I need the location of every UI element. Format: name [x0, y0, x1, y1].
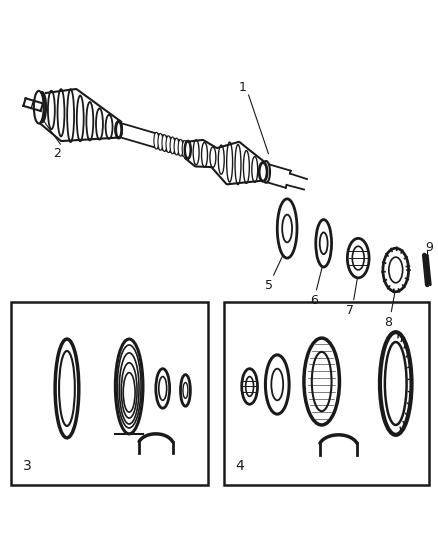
Ellipse shape — [174, 138, 179, 155]
Ellipse shape — [315, 220, 331, 267]
Ellipse shape — [119, 353, 139, 424]
Ellipse shape — [352, 246, 363, 270]
Ellipse shape — [34, 91, 44, 124]
Text: 6: 6 — [309, 294, 317, 307]
Bar — [223, 302, 428, 485]
Ellipse shape — [77, 95, 84, 141]
Ellipse shape — [158, 133, 162, 150]
Ellipse shape — [282, 215, 291, 243]
Ellipse shape — [218, 145, 224, 174]
Ellipse shape — [154, 132, 159, 149]
Ellipse shape — [116, 122, 121, 138]
Ellipse shape — [162, 135, 166, 151]
Ellipse shape — [121, 363, 137, 418]
Ellipse shape — [382, 248, 408, 292]
Ellipse shape — [38, 92, 46, 122]
Ellipse shape — [59, 351, 75, 426]
Text: 7: 7 — [346, 304, 353, 317]
Ellipse shape — [319, 232, 327, 254]
Ellipse shape — [117, 345, 141, 428]
Ellipse shape — [184, 141, 190, 159]
Ellipse shape — [271, 369, 283, 400]
Ellipse shape — [234, 144, 240, 184]
Ellipse shape — [55, 339, 79, 438]
Text: 3: 3 — [22, 459, 31, 473]
Text: 1: 1 — [238, 81, 246, 94]
Ellipse shape — [193, 140, 199, 165]
Ellipse shape — [251, 157, 257, 182]
Text: 8: 8 — [383, 316, 391, 329]
Ellipse shape — [261, 161, 269, 183]
Ellipse shape — [201, 142, 207, 167]
Ellipse shape — [170, 137, 175, 154]
Ellipse shape — [38, 92, 45, 122]
Ellipse shape — [86, 102, 93, 140]
Ellipse shape — [379, 332, 410, 435]
Ellipse shape — [166, 136, 170, 152]
Text: 4: 4 — [235, 459, 244, 473]
Ellipse shape — [183, 383, 187, 398]
Ellipse shape — [67, 89, 74, 142]
Ellipse shape — [346, 238, 368, 278]
Ellipse shape — [303, 338, 339, 425]
Ellipse shape — [260, 163, 265, 181]
Ellipse shape — [106, 115, 112, 139]
Ellipse shape — [178, 139, 183, 156]
Ellipse shape — [258, 163, 266, 181]
Ellipse shape — [209, 147, 215, 167]
Bar — [11, 302, 208, 485]
Ellipse shape — [277, 199, 297, 258]
Ellipse shape — [243, 151, 249, 183]
Ellipse shape — [245, 377, 253, 397]
Ellipse shape — [115, 339, 143, 434]
Ellipse shape — [57, 89, 64, 136]
Text: 5: 5 — [265, 279, 273, 292]
Text: 2: 2 — [53, 147, 61, 160]
Ellipse shape — [388, 257, 402, 283]
Ellipse shape — [184, 141, 190, 159]
Ellipse shape — [384, 342, 406, 425]
Ellipse shape — [311, 352, 331, 411]
Ellipse shape — [182, 141, 187, 157]
Ellipse shape — [226, 142, 232, 182]
Ellipse shape — [155, 369, 169, 408]
Ellipse shape — [48, 91, 55, 129]
Text: 9: 9 — [424, 241, 432, 254]
Ellipse shape — [159, 377, 166, 400]
Ellipse shape — [123, 373, 135, 412]
Ellipse shape — [265, 355, 289, 414]
Ellipse shape — [241, 369, 257, 404]
Ellipse shape — [180, 375, 190, 406]
Ellipse shape — [96, 108, 102, 140]
Ellipse shape — [115, 122, 122, 138]
